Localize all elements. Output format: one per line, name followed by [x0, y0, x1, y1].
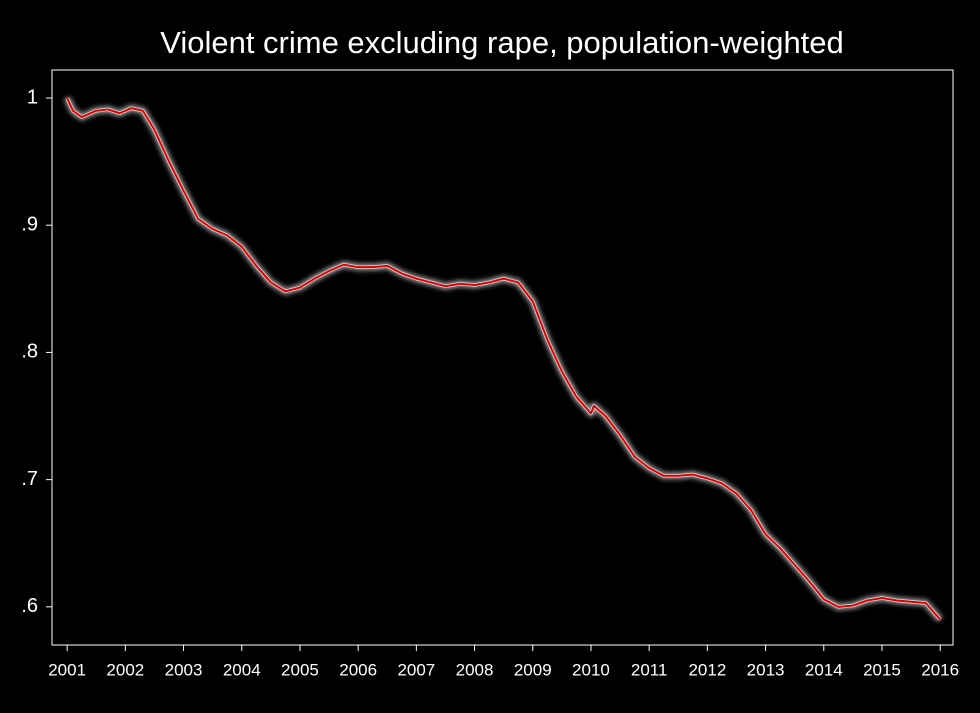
x-tick-label: 2011 — [631, 660, 668, 679]
x-tick-label: 2015 — [863, 660, 901, 679]
x-tick-label: 2016 — [921, 660, 959, 679]
line — [66, 97, 941, 621]
x-tick-label: 2009 — [514, 660, 552, 679]
x-tick-label: 2013 — [747, 660, 785, 679]
x-tick-label: 2014 — [805, 660, 843, 679]
line-halo — [65, 97, 942, 621]
x-tick-label: 2001 — [48, 660, 86, 679]
x-tick-label: 2008 — [456, 660, 494, 679]
line-glow — [63, 96, 943, 622]
x-tick-label: 2004 — [223, 660, 261, 679]
y-tick-label: .7 — [21, 468, 38, 490]
plot-frame — [51, 69, 954, 646]
x-tick-label: 2010 — [572, 660, 610, 679]
chart-title: Violent crime excluding rape, population… — [160, 25, 844, 60]
x-tick-label: 2005 — [281, 660, 319, 679]
x-tick-label: 2006 — [339, 660, 377, 679]
y-tick-label: 1 — [27, 86, 38, 108]
x-tick-label: 2007 — [397, 660, 435, 679]
x-tick-label: 2002 — [106, 660, 144, 679]
x-tick-label: 2003 — [165, 660, 203, 679]
y-tick-label: .9 — [21, 213, 38, 235]
y-tick-label: .8 — [21, 341, 38, 363]
y-tick-label: .6 — [21, 595, 38, 617]
x-tick-label: 2012 — [688, 660, 726, 679]
